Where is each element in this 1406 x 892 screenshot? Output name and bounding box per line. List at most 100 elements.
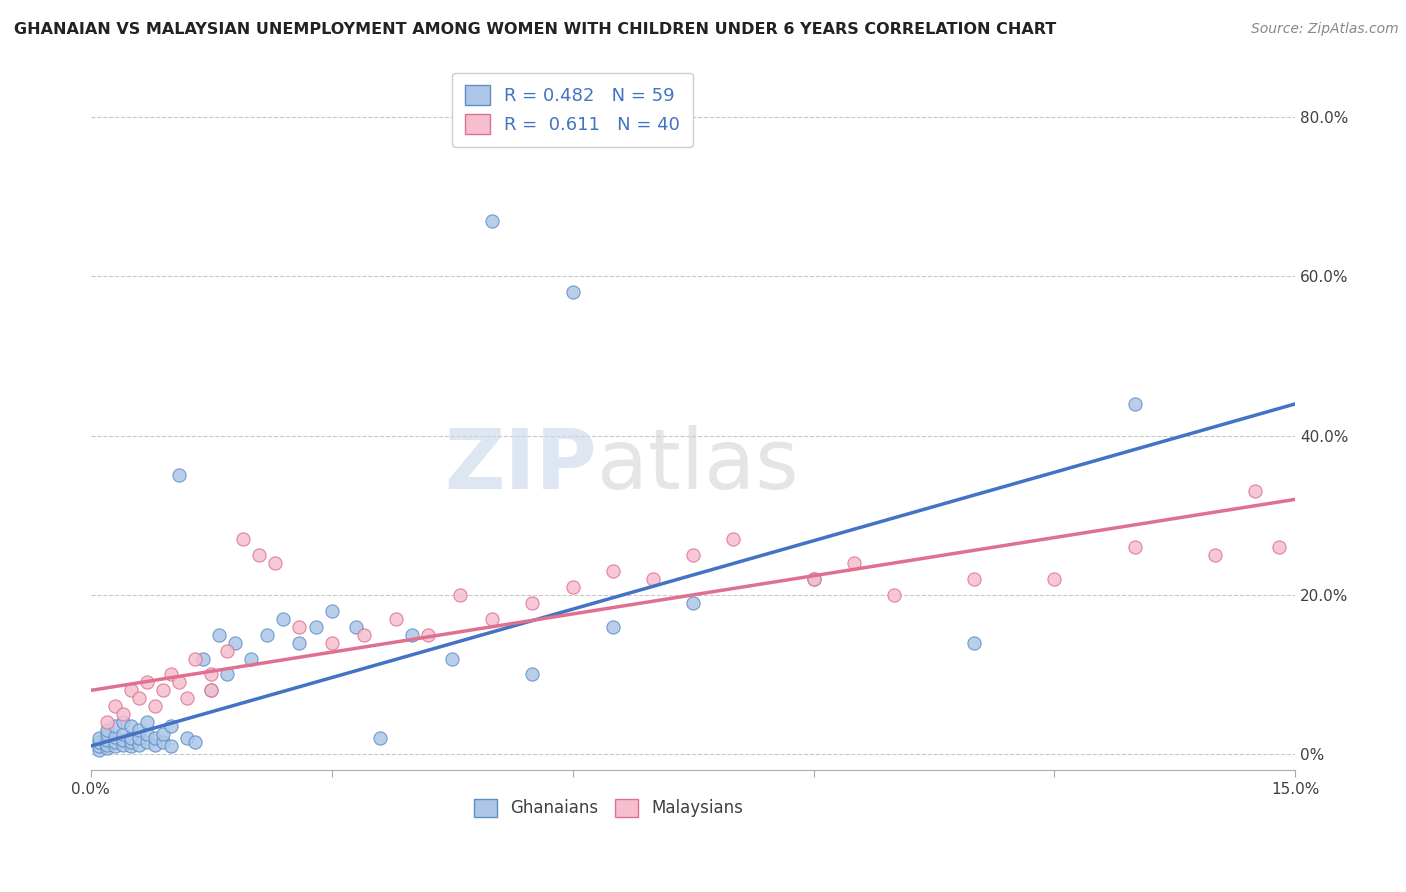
Point (111, 715, 134, 730)
Point (104, 719, 127, 733)
Point (963, 635, 986, 649)
Point (963, 572, 986, 586)
Point (184, 651, 207, 665)
Point (176, 691, 198, 706)
Point (1123, 397, 1146, 411)
Point (120, 719, 142, 733)
Point (120, 735, 142, 749)
Point (883, 588, 905, 602)
Point (191, 651, 214, 665)
Point (385, 612, 408, 626)
Point (184, 735, 207, 749)
Point (167, 468, 190, 483)
Point (143, 699, 166, 714)
Point (602, 620, 624, 634)
Point (441, 651, 464, 665)
Point (200, 683, 222, 698)
Point (120, 739, 142, 753)
Point (128, 731, 150, 746)
Point (1244, 484, 1267, 499)
Legend: Ghanaians, Malaysians: Ghanaians, Malaysians (467, 792, 751, 824)
Point (321, 635, 343, 649)
Text: Source: ZipAtlas.com: Source: ZipAtlas.com (1251, 22, 1399, 37)
Point (160, 667, 183, 681)
Point (247, 548, 270, 562)
Point (288, 635, 311, 649)
Point (353, 628, 375, 642)
Point (87, 743, 110, 757)
Point (96, 727, 118, 741)
Point (120, 731, 142, 746)
Point (449, 588, 471, 602)
Point (273, 612, 295, 626)
Point (842, 556, 865, 570)
Point (152, 683, 174, 698)
Point (104, 730, 127, 744)
Point (208, 628, 231, 642)
Point (152, 735, 174, 749)
Point (96, 723, 118, 738)
Point (96, 738, 118, 752)
Point (135, 675, 157, 690)
Point (1123, 540, 1146, 554)
Point (152, 727, 174, 741)
Point (682, 596, 704, 610)
Point (135, 735, 157, 749)
Point (200, 683, 222, 698)
Point (104, 739, 127, 753)
Text: GHANAIAN VS MALAYSIAN UNEMPLOYMENT AMONG WOMEN WITH CHILDREN UNDER 6 YEARS CORRE: GHANAIAN VS MALAYSIAN UNEMPLOYMENT AMONG… (14, 22, 1056, 37)
Point (522, 596, 544, 610)
Point (160, 719, 183, 733)
Point (803, 572, 825, 586)
Point (128, 723, 150, 738)
Point (104, 699, 127, 714)
Point (344, 620, 367, 634)
Point (1268, 540, 1291, 554)
Point (240, 651, 263, 665)
Text: atlas: atlas (596, 425, 799, 506)
Point (481, 213, 503, 227)
Point (104, 735, 127, 749)
Point (288, 620, 311, 634)
Point (682, 548, 704, 562)
Point (224, 635, 246, 649)
Point (176, 731, 198, 746)
Point (135, 715, 157, 730)
Point (803, 572, 825, 586)
Point (111, 707, 134, 722)
Point (264, 556, 287, 570)
Point (401, 628, 423, 642)
Point (135, 727, 157, 741)
Point (143, 731, 166, 746)
Point (111, 732, 134, 747)
Point (641, 572, 664, 586)
Point (87, 739, 110, 753)
Point (561, 580, 583, 594)
Point (416, 628, 439, 642)
Point (111, 727, 134, 741)
Point (304, 620, 326, 634)
Point (143, 738, 166, 752)
Point (217, 643, 239, 657)
Point (481, 612, 503, 626)
Point (561, 285, 583, 300)
Point (522, 667, 544, 681)
Text: ZIP: ZIP (444, 425, 596, 506)
Point (87, 731, 110, 746)
Point (128, 691, 150, 706)
Point (1043, 572, 1066, 586)
Point (256, 628, 278, 642)
Point (120, 683, 142, 698)
Point (96, 740, 118, 755)
Point (167, 675, 190, 690)
Point (96, 715, 118, 730)
Point (200, 667, 222, 681)
Point (96, 732, 118, 747)
Point (232, 532, 254, 546)
Point (160, 739, 183, 753)
Point (721, 532, 744, 546)
Point (1204, 548, 1226, 562)
Point (111, 738, 134, 752)
Point (128, 738, 150, 752)
Point (602, 564, 624, 578)
